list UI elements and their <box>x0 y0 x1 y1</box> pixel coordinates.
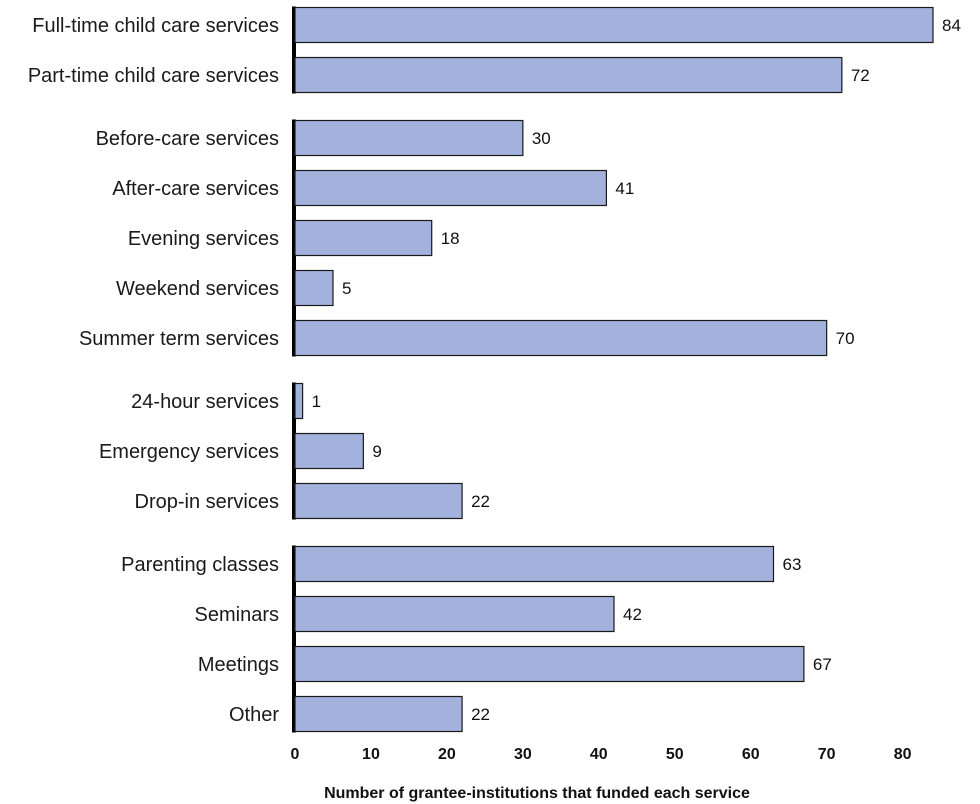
x-tick-labels: 0 10 20 30 40 50 60 70 80 <box>291 746 912 763</box>
data-label: 18 <box>441 229 460 248</box>
category-label: 24-hour services <box>131 391 279 413</box>
bar-24-hour-services <box>294 382 304 420</box>
bars-layer: Full-time child care services 84 Part-time… <box>28 6 961 733</box>
bar-full-time-child-care-services <box>294 6 934 44</box>
category-label: Before-care services <box>96 128 279 150</box>
data-label: 72 <box>851 66 870 85</box>
data-label: 1 <box>312 392 321 411</box>
bar-meetings <box>294 645 805 683</box>
data-label: 70 <box>836 329 855 348</box>
data-label: 30 <box>532 129 551 148</box>
bar-other <box>294 695 463 733</box>
data-label: 5 <box>342 279 351 298</box>
y-axis-segment <box>292 545 296 733</box>
data-label: 63 <box>783 555 802 574</box>
x-tick-label: 30 <box>514 746 532 763</box>
x-tick-label: 80 <box>894 746 912 763</box>
data-label: 42 <box>623 605 642 624</box>
y-axis-segment <box>292 6 296 94</box>
x-tick-label: 60 <box>742 746 760 763</box>
x-tick-label: 0 <box>291 746 300 763</box>
data-label: 22 <box>471 492 490 511</box>
bar-weekend-services <box>294 269 334 307</box>
category-label: Part-time child care services <box>28 65 279 87</box>
y-axis-segment <box>292 119 296 357</box>
data-label: 22 <box>471 705 490 724</box>
data-label: 67 <box>813 655 832 674</box>
x-tick-label: 70 <box>818 746 836 763</box>
bar-evening-services <box>294 219 433 257</box>
bar-part-time-child-care-services <box>294 56 843 94</box>
data-label: 9 <box>372 442 381 461</box>
category-label: Emergency services <box>99 441 279 463</box>
category-label: Seminars <box>195 604 279 626</box>
bar-summer-term-services <box>294 319 828 357</box>
bar-seminars <box>294 595 615 633</box>
data-label: 84 <box>942 16 961 35</box>
bar-parenting-classes <box>294 545 775 583</box>
bar-after-care-services <box>294 169 608 207</box>
x-tick-label: 40 <box>590 746 608 763</box>
category-label: Drop-in services <box>135 491 279 513</box>
data-label: 41 <box>615 179 634 198</box>
category-label: Full-time child care services <box>32 15 279 37</box>
bar-drop-in-services <box>294 482 463 520</box>
category-label: Evening services <box>128 228 279 250</box>
category-label: Other <box>229 704 279 726</box>
x-tick-label: 20 <box>438 746 456 763</box>
y-axis-segment <box>292 382 296 520</box>
x-axis-title: Number of grantee-institutions that fund… <box>324 785 750 802</box>
category-label: After-care services <box>112 178 279 200</box>
category-label: Parenting classes <box>121 554 279 576</box>
bar-before-care-services <box>294 119 524 157</box>
category-label: Weekend services <box>116 278 279 300</box>
x-tick-label: 50 <box>666 746 684 763</box>
x-tick-label: 10 <box>362 746 380 763</box>
y-axis-segments <box>292 6 296 733</box>
bar-emergency-services <box>294 432 364 470</box>
category-label: Summer term services <box>79 328 279 350</box>
category-label: Meetings <box>198 654 279 676</box>
